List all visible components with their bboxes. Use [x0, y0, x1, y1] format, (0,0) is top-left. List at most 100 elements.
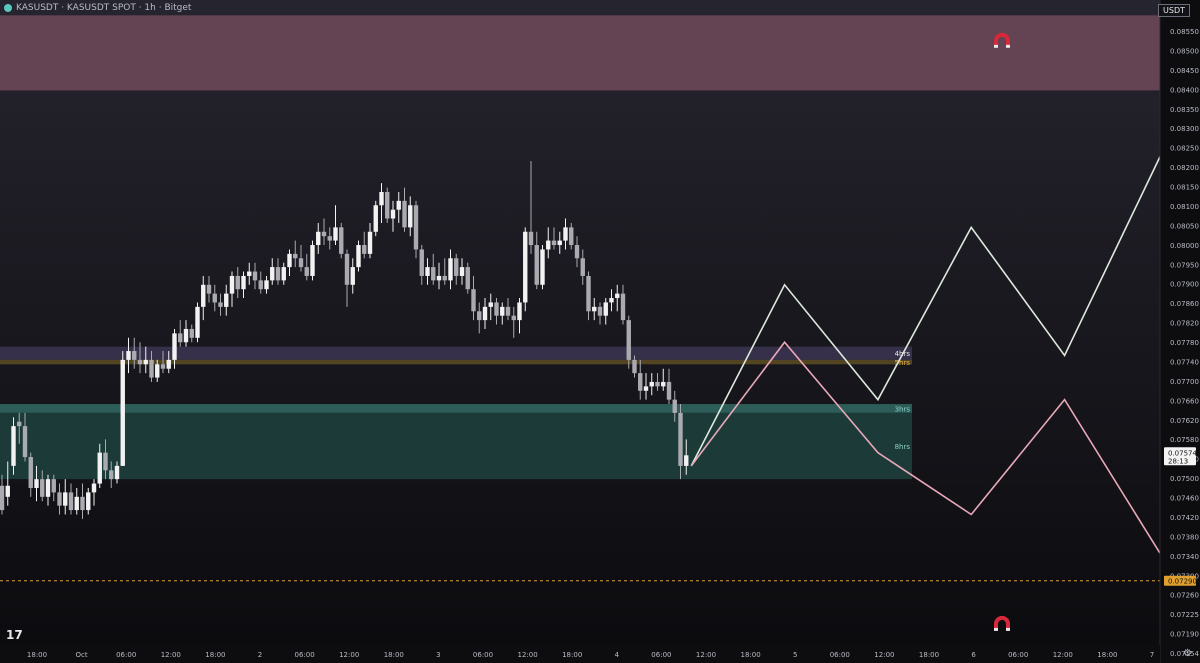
- candle-body: [339, 227, 344, 254]
- candle-body: [546, 240, 551, 250]
- candle-body: [172, 333, 177, 360]
- time-tick-label: 06:00: [651, 651, 671, 659]
- current-price-tag: [1164, 447, 1196, 466]
- target-price-tag: [1164, 575, 1196, 586]
- candle-body: [293, 253, 298, 259]
- candle-body: [488, 302, 493, 307]
- price-tick-label: 0.07700: [1170, 378, 1199, 386]
- candle-body: [528, 231, 534, 246]
- candle-body: [137, 359, 143, 365]
- symbol-header[interactable]: KASUSDT · KASUSDT SPOT · 1h · Bitget: [4, 3, 191, 13]
- time-axis[interactable]: 18:00 Oct 06:00 12:00 18:00 2 06:00 12:00 18:00 3…: [27, 651, 1154, 659]
- settings-gear-icon[interactable]: ⚙: [1183, 648, 1192, 659]
- price-tick-label: 0.08100: [1170, 203, 1199, 211]
- zone-label-5hrs: 5hrs: [895, 359, 911, 367]
- candle-body: [270, 267, 275, 281]
- candle-body: [362, 245, 367, 254]
- candle-body: [661, 381, 666, 387]
- candle-body: [206, 284, 212, 294]
- candle-body: [477, 311, 482, 321]
- candle-body: [189, 328, 194, 338]
- candle-body: [149, 359, 154, 378]
- time-tick-label: 12:00: [874, 651, 894, 659]
- price-tick-label: 0.08050: [1170, 222, 1199, 230]
- price-tick-label: 0.08550: [1170, 28, 1199, 36]
- candle-body: [643, 386, 649, 391]
- price-tick-label: 0.07580: [1170, 436, 1199, 444]
- candle-body: [68, 492, 74, 511]
- candles-layer: [0, 161, 689, 519]
- candle-body: [471, 289, 476, 312]
- time-tick-label: 18:00: [1097, 651, 1117, 659]
- time-tick-label: 06:00: [295, 651, 315, 659]
- price-tick-label: 0.07420: [1170, 514, 1199, 522]
- candle-body: [494, 302, 499, 316]
- candle-body: [569, 227, 574, 246]
- candle-body: [500, 306, 505, 316]
- candle-body: [523, 231, 528, 303]
- candle-body: [126, 351, 131, 360]
- candle-body: [298, 258, 304, 268]
- candle-body: [666, 381, 672, 400]
- candle-body: [17, 421, 22, 427]
- time-tick-label: 5: [793, 651, 797, 659]
- candle-body: [379, 192, 384, 206]
- candle-body: [229, 275, 235, 294]
- zone-3hrs: [0, 404, 912, 413]
- price-tick-label: 0.07740: [1170, 358, 1199, 366]
- candle-body: [390, 209, 396, 219]
- candle-body: [436, 275, 442, 281]
- candle-body: [155, 364, 160, 378]
- candle-body: [344, 253, 350, 285]
- candle-body: [540, 249, 545, 285]
- currency-button[interactable]: USDT: [1158, 4, 1190, 17]
- time-tick-label: 6: [971, 651, 976, 659]
- candle-body: [252, 271, 258, 281]
- price-tick-label: 0.08500: [1170, 47, 1199, 55]
- time-tick-label: Oct: [76, 651, 88, 659]
- exchange-logo-icon: [4, 4, 12, 12]
- candle-body: [310, 245, 315, 276]
- zone-label-8hrs: 8hrs: [895, 443, 911, 451]
- candle-body: [482, 306, 488, 321]
- candle-body: [28, 457, 33, 488]
- candle-body: [57, 492, 62, 506]
- candle-body: [327, 236, 332, 241]
- candle-body: [281, 267, 286, 281]
- candle-body: [34, 479, 39, 488]
- candle-body: [413, 205, 419, 250]
- candle-body: [86, 492, 91, 511]
- candle-body: [603, 302, 608, 316]
- tradingview-logo-icon[interactable]: 17: [6, 628, 23, 642]
- candle-body: [454, 258, 459, 276]
- candle-body: [212, 293, 217, 303]
- candle-body: [333, 227, 338, 241]
- time-tick-label: 06:00: [830, 651, 850, 659]
- candle-body: [592, 306, 597, 312]
- candle-body: [120, 359, 125, 466]
- candle-body: [356, 245, 361, 268]
- candle-body: [597, 306, 603, 316]
- price-tick-label: 0.07340: [1170, 553, 1199, 561]
- price-tick-label: 0.07380: [1170, 533, 1199, 541]
- candle-body: [114, 465, 120, 480]
- candle-body: [51, 479, 56, 493]
- time-tick-label: 12:00: [161, 651, 181, 659]
- candle-body: [91, 483, 97, 493]
- time-tick-label: 2: [258, 651, 262, 659]
- price-axis-panel: [1160, 0, 1200, 663]
- time-tick-label: 18:00: [919, 651, 939, 659]
- price-axis[interactable]: 0.08550 0.08500 0.08450 0.08400 0.08350 0.083…: [1170, 28, 1199, 658]
- candle-body: [160, 364, 166, 369]
- price-tick-label: 0.07225: [1170, 611, 1199, 619]
- candle-body: [517, 302, 522, 321]
- zone-4hrs: [0, 346, 912, 360]
- candle-body: [74, 496, 79, 511]
- magnet-body: [994, 615, 1010, 629]
- candle-body: [373, 205, 378, 232]
- candle-body: [586, 275, 591, 312]
- candle-body: [649, 381, 654, 387]
- current-price-countdown: 28:13: [1168, 457, 1188, 465]
- candle-body: [442, 275, 447, 281]
